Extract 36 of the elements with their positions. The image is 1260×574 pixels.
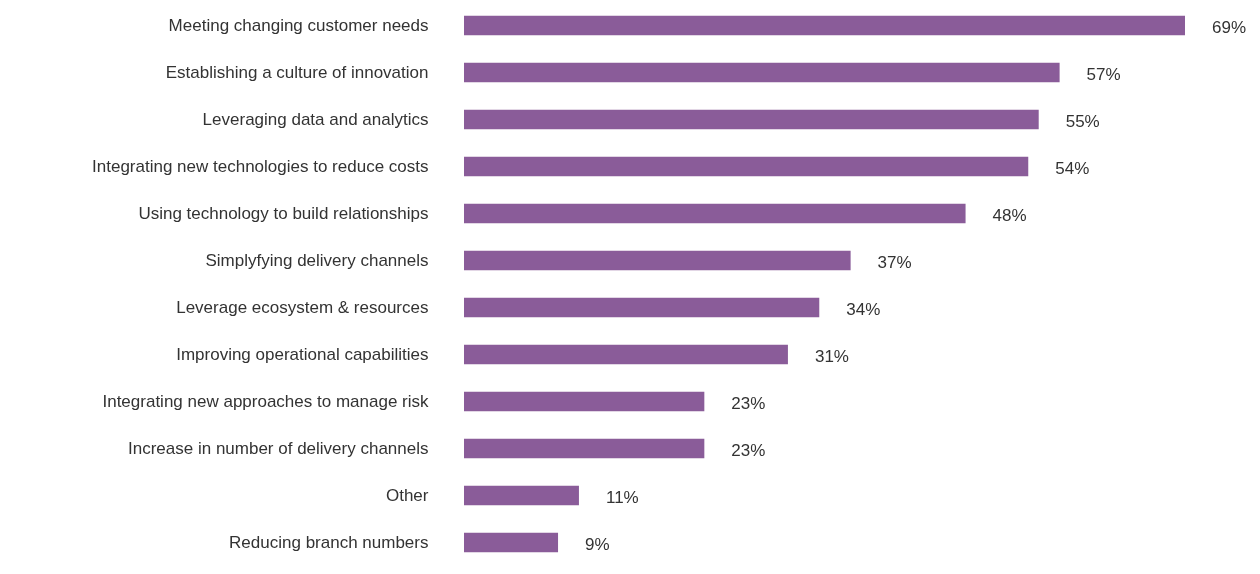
- y-tick-label: Integrating new technologies to reduce costs: [92, 156, 429, 176]
- data-label: 57%: [1086, 64, 1121, 84]
- bar: [464, 109, 1039, 130]
- y-tick-label: Integrating new approaches to manage risk: [102, 391, 429, 411]
- data-label: 34%: [846, 299, 881, 319]
- y-tick-label: Using technology to build relationships: [138, 203, 429, 223]
- bar: [464, 156, 1029, 177]
- y-tick-label: Leveraging data and analytics: [202, 109, 429, 129]
- data-label: 69%: [1212, 17, 1247, 37]
- bar: [464, 532, 559, 553]
- bar: [464, 438, 705, 459]
- bar: [464, 250, 851, 271]
- y-tick-label: Establishing a culture of innovation: [165, 62, 429, 82]
- y-tick-label: Other: [385, 485, 429, 505]
- y-tick-label: Simplyfying delivery channels: [205, 250, 429, 270]
- y-tick-label: Increase in number of delivery channels: [128, 438, 429, 458]
- data-label: 48%: [992, 205, 1027, 225]
- bar: [464, 485, 579, 506]
- data-label: 9%: [585, 534, 610, 554]
- data-label: 31%: [814, 346, 849, 366]
- bar: [464, 15, 1185, 36]
- data-label: 23%: [731, 393, 766, 413]
- y-tick-label: Improving operational capabilities: [176, 344, 429, 364]
- bar: [464, 203, 966, 224]
- y-tick-label: Meeting changing customer needs: [168, 15, 429, 35]
- data-label: 37%: [877, 252, 912, 272]
- data-label: 23%: [731, 440, 766, 460]
- bar: [464, 344, 788, 365]
- bar: [464, 391, 705, 412]
- data-label: 54%: [1055, 158, 1090, 178]
- y-tick-label: Reducing branch numbers: [229, 532, 429, 552]
- data-label: 11%: [605, 487, 639, 507]
- bar: [464, 297, 820, 318]
- bar: [464, 62, 1060, 83]
- data-label: 55%: [1065, 111, 1100, 131]
- y-tick-label: Leverage ecosystem & resources: [176, 297, 429, 317]
